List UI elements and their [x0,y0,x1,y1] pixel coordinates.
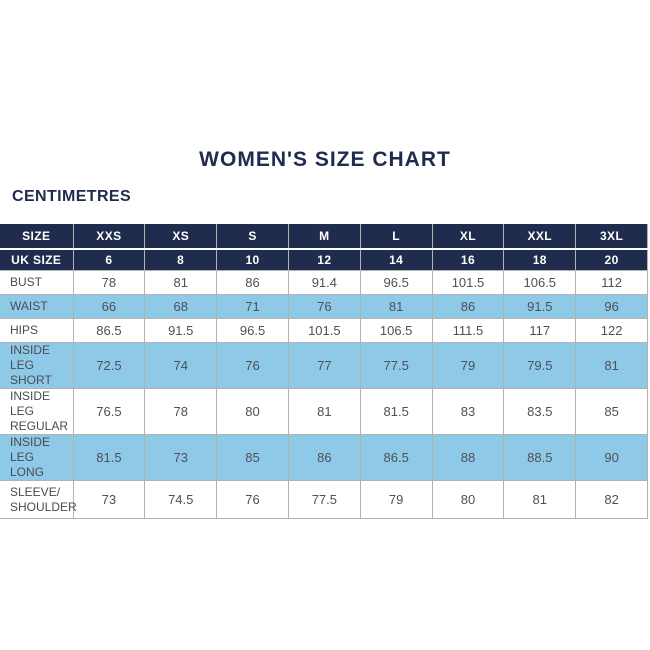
value-cell: 82 [575,480,648,519]
value-cell: 73 [72,480,146,519]
header-cell: M [287,224,361,250]
value-cell: 90 [575,434,648,481]
value-cell: 106.5 [503,270,577,295]
value-cell: 88.5 [503,434,577,481]
value-cell: 86 [216,270,289,295]
row-label: WAIST [0,294,74,319]
value-cell: 81.5 [72,434,146,481]
header-cell: L [359,224,433,250]
size-chart-header: SIZE XXS XS S M L XL XXL 3XL UK SIZE 6 8 10 12 14 16 18 2… [0,224,648,271]
header-row-label: SIZE [0,224,74,250]
value-cell: 86.5 [359,434,433,481]
header-row: UK SIZE 6 8 10 12 14 16 18 20 [0,248,648,271]
value-cell: 80 [431,480,505,519]
value-cell: 117 [503,318,577,343]
value-cell: 79 [359,480,433,519]
value-cell: 74.5 [144,480,218,519]
value-cell: 74 [144,342,218,389]
value-cell: 80 [216,388,289,435]
value-cell: 81 [575,342,648,389]
value-cell: 91.4 [287,270,361,295]
header-cell: XXL [503,224,577,250]
header-cell: 3XL [575,224,648,250]
value-cell: 78 [72,270,146,295]
value-cell: 66 [72,294,146,319]
value-cell: 79.5 [503,342,577,389]
header-row-label: UK SIZE [0,248,74,271]
row-label: INSIDE LEG SHORT [0,342,74,389]
value-cell: 72.5 [72,342,146,389]
value-cell: 76 [287,294,361,319]
value-cell: 111.5 [431,318,505,343]
value-cell: 76 [216,480,289,519]
value-cell: 77.5 [287,480,361,519]
value-cell: 86 [287,434,361,481]
header-cell: XXS [72,224,146,250]
row-label: SLEEVE/ SHOULDER [0,480,77,519]
row-label: BUST [0,270,74,295]
page-title: WOMEN'S SIZE CHART [199,148,451,171]
header-cell: 16 [431,248,505,271]
header-cell: 18 [503,248,577,271]
value-cell: 77 [287,342,361,389]
unit-heading: CENTIMETRES [12,188,132,205]
value-cell: 68 [144,294,218,319]
value-cell: 76 [216,342,289,389]
header-cell: S [216,224,289,250]
value-cell: 101.5 [287,318,361,343]
size-chart-body: BUST 78 81 86 91.4 96.5 101.5 106.5 112 WAIST 66 68… [0,270,648,519]
value-cell: 112 [575,270,648,295]
table-row: SLEEVE/ SHOULDER 73 74.5 76 77.5 79 80 81 82 [0,480,648,519]
value-cell: 106.5 [359,318,433,343]
value-cell: 81 [287,388,361,435]
row-label: HIPS [0,318,74,343]
size-chart-table: SIZE XXS XS S M L XL XXL 3XL UK SIZE 6 8 10 12 14 16 18 2… [0,224,648,519]
header-cell: 20 [575,248,648,271]
value-cell: 83.5 [503,388,577,435]
table-row: HIPS 86.5 91.5 96.5 101.5 106.5 111.5 117 122 [0,318,648,343]
value-cell: 86.5 [72,318,146,343]
header-cell: XL [431,224,505,250]
value-cell: 81 [359,294,433,319]
value-cell: 96.5 [216,318,289,343]
value-cell: 85 [575,388,648,435]
row-label: INSIDE LEG REGULAR [0,388,74,435]
header-cell: 6 [72,248,146,271]
table-row: INSIDE LEG SHORT 72.5 74 76 77 77.5 79 79.5 81 [0,342,648,389]
value-cell: 81.5 [359,388,433,435]
value-cell: 81 [144,270,218,295]
table-row: BUST 78 81 86 91.4 96.5 101.5 106.5 112 [0,270,648,295]
value-cell: 88 [431,434,505,481]
header-cell: XS [144,224,218,250]
value-cell: 83 [431,388,505,435]
value-cell: 77.5 [359,342,433,389]
value-cell: 101.5 [431,270,505,295]
header-cell: 12 [287,248,361,271]
table-row: INSIDE LEG REGULAR 76.5 78 80 81 81.5 83 83.5 85 [0,388,648,435]
value-cell: 96.5 [359,270,433,295]
value-cell: 91.5 [503,294,577,319]
value-cell: 96 [575,294,648,319]
value-cell: 73 [144,434,218,481]
value-cell: 91.5 [144,318,218,343]
table-row: INSIDE LEG LONG 81.5 73 85 86 86.5 88 88.5 90 [0,434,648,481]
value-cell: 71 [216,294,289,319]
header-cell: 8 [144,248,218,271]
value-cell: 81 [503,480,577,519]
value-cell: 78 [144,388,218,435]
row-label: INSIDE LEG LONG [0,434,74,481]
value-cell: 79 [431,342,505,389]
value-cell: 85 [216,434,289,481]
table-row: WAIST 66 68 71 76 81 86 91.5 96 [0,294,648,319]
header-cell: 14 [359,248,433,271]
value-cell: 86 [431,294,505,319]
value-cell: 122 [575,318,648,343]
header-cell: 10 [216,248,289,271]
value-cell: 76.5 [72,388,146,435]
header-row: SIZE XXS XS S M L XL XXL 3XL [0,224,648,250]
